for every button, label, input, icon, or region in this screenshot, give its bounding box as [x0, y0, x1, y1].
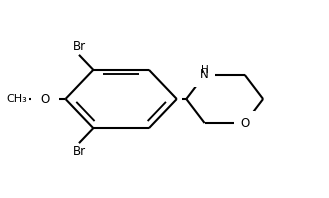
Text: H: H	[201, 65, 209, 75]
Text: Br: Br	[72, 40, 86, 52]
Text: N: N	[200, 68, 209, 81]
Text: Br: Br	[72, 146, 86, 158]
Text: O: O	[40, 92, 49, 106]
Text: CH₃: CH₃	[7, 94, 27, 104]
Text: O: O	[240, 117, 249, 129]
